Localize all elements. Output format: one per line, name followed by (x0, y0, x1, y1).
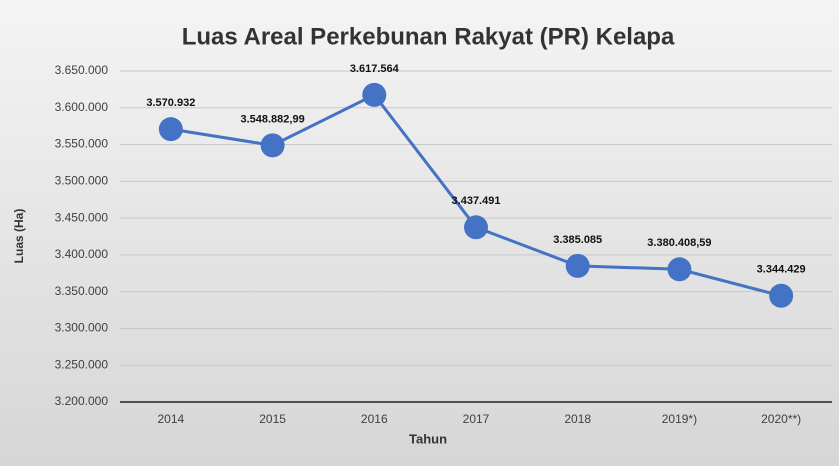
y-tick-label: 3.500.000 (55, 174, 109, 188)
x-tick-label: 2015 (259, 412, 286, 426)
chart-title: Luas Areal Perkebunan Rakyat (PR) Kelapa (182, 23, 675, 50)
x-axis-label: Tahun (409, 431, 447, 446)
marker (260, 133, 285, 158)
data-label: 3.437.491 (452, 195, 501, 207)
marker (362, 82, 387, 107)
x-tick-label: 2017 (463, 412, 490, 426)
data-label: 3.548.882,99 (240, 113, 304, 125)
y-tick-label: 3.200.000 (55, 394, 109, 408)
marker (565, 253, 590, 278)
x-tick-label: 2019*) (662, 412, 697, 426)
marker (158, 117, 183, 142)
data-label: 3.344.429 (757, 264, 806, 276)
marker (769, 283, 794, 308)
data-label: 3.617.564 (350, 63, 400, 75)
x-tick-label: 2020**) (761, 412, 801, 426)
marker (667, 257, 692, 282)
y-tick-label: 3.400.000 (55, 247, 109, 261)
marker (464, 215, 488, 240)
x-tick-label: 2016 (361, 412, 388, 426)
y-tick-label: 3.250.000 (55, 357, 109, 371)
y-tick-label: 3.650.000 (55, 63, 109, 77)
data-label: 3.380.408,59 (647, 237, 711, 249)
x-tick-label: 2014 (158, 412, 185, 426)
y-tick-label: 3.350.000 (55, 284, 109, 298)
y-tick-label: 3.550.000 (55, 137, 109, 151)
y-tick-label: 3.600.000 (55, 100, 109, 114)
y-axis-label: Luas (Ha) (12, 209, 26, 264)
data-label: 3.570.932 (146, 97, 195, 109)
y-tick-label: 3.300.000 (55, 321, 109, 335)
x-tick-label: 2018 (564, 412, 591, 426)
y-tick-label: 3.450.000 (55, 210, 109, 224)
data-label: 3.385.085 (553, 234, 602, 246)
